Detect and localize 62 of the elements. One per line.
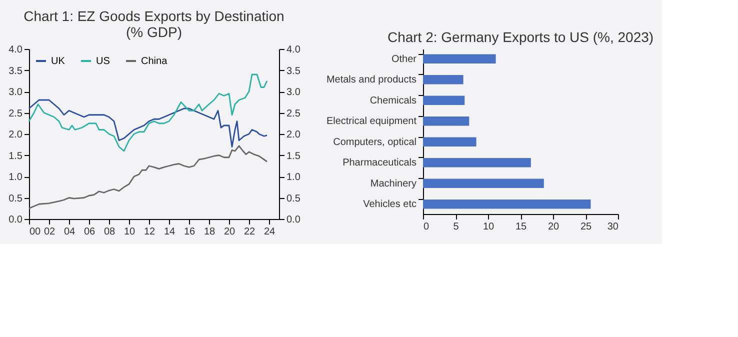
x-tick-label: 18: [204, 226, 216, 238]
line-series: [28, 74, 268, 152]
chart-title: Chart 2: Germany Exports to US (%, 2023): [387, 29, 654, 45]
bar: [423, 199, 591, 209]
y-tick-label: 0.5: [8, 193, 23, 204]
y-tick-label: Metals and products: [326, 74, 416, 86]
y2-tick-label: 1.0: [286, 172, 301, 183]
y-tick-label: 1.0: [8, 172, 23, 183]
y-tick-label: Chemicals: [370, 95, 416, 106]
bar: [423, 54, 496, 64]
x-tick-label: 20: [224, 226, 236, 238]
bar: [423, 96, 465, 106]
y-tick-label: Other: [391, 54, 418, 65]
y-tick-label: 3.5: [8, 66, 23, 77]
x-tick-label: 22: [244, 226, 256, 238]
x-tick-label: 24: [264, 226, 276, 238]
legend-label: US: [96, 56, 110, 67]
bar: [423, 74, 464, 84]
legend-label: UK: [51, 56, 66, 67]
y-tick-label: Computers, optical: [333, 136, 416, 148]
line-series: [28, 99, 268, 148]
x-tick-label: 08: [104, 226, 116, 238]
line-series: [28, 145, 268, 210]
y-tick-label: 3.0: [8, 87, 23, 98]
x-tick-label: 25: [580, 222, 592, 232]
x-tick-label: 20: [548, 222, 560, 232]
y2-tick-label: 3.0: [286, 87, 301, 98]
y2-tick-label: 1.5: [286, 150, 301, 162]
y2-tick-label: 0.5: [286, 193, 301, 204]
bar: [423, 178, 544, 188]
bar: [423, 137, 476, 147]
bar: [423, 116, 470, 126]
y2-tick-label: 4.0: [286, 44, 301, 56]
x-tick-label: 00: [30, 226, 42, 238]
x-tick-label: 10: [124, 226, 136, 238]
y-tick-label: Machinery: [370, 178, 416, 190]
legend-label: China: [141, 56, 168, 67]
x-tick-label: 16: [184, 226, 196, 238]
y2-tick-label: 3.5: [286, 66, 301, 77]
y-tick-label: 4.0: [8, 44, 23, 56]
y-tick-label: 0.0: [8, 214, 23, 226]
x-tick-label: 14: [164, 226, 176, 238]
y-tick-label: Vehicles etc: [363, 199, 416, 210]
bar: [423, 158, 531, 168]
y-tick-label: Electrical equipment: [326, 116, 417, 128]
x-tick-label: 10: [482, 222, 494, 232]
y2-tick-label: 0.0: [286, 214, 301, 226]
y-tick-label: 2.0: [8, 130, 23, 140]
x-tick-label: 0: [424, 222, 430, 232]
x-tick-label: 06: [84, 226, 96, 238]
x-tick-label: 02: [44, 226, 56, 238]
x-tick-label: 12: [144, 226, 156, 238]
y2-tick-label: 2.5: [286, 108, 301, 120]
y-tick-label: 1.5: [8, 150, 23, 162]
x-tick-label: 5: [453, 222, 460, 232]
y2-tick-label: 2.0: [286, 130, 301, 140]
y-tick-label: 2.5: [8, 108, 23, 120]
x-tick-label: 15: [515, 222, 527, 232]
x-tick-label: 04: [64, 226, 76, 238]
y-tick-label: Pharmaceuticals: [342, 158, 416, 169]
chart-title: Chart 1: EZ Goods Exports by Destination (% GDP): [24, 8, 284, 40]
x-tick-label: 30: [607, 222, 619, 232]
